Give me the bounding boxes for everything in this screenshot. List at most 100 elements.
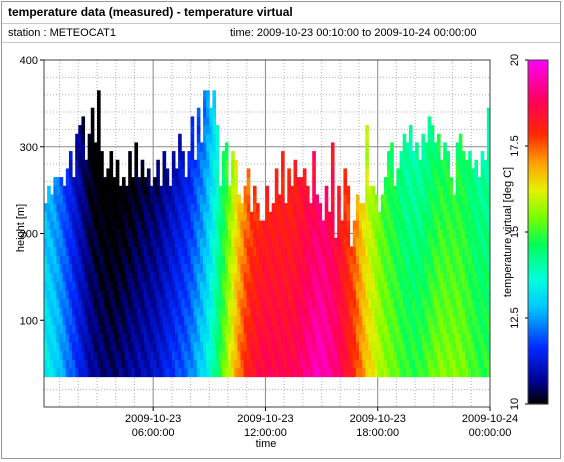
heatmap-cell: [187, 367, 192, 378]
colorbar-segment: [528, 151, 548, 156]
heatmap-cell: [121, 359, 126, 369]
heatmap-cell: [368, 350, 372, 360]
heatmap-cell: [359, 229, 363, 239]
heatmap-cell: [168, 341, 173, 352]
heatmap-cell: [246, 177, 251, 187]
heatmap-cell: [84, 272, 89, 282]
heatmap-cell: [203, 367, 207, 378]
heatmap-cell: [193, 289, 198, 300]
heatmap-cell: [59, 324, 64, 334]
heatmap-cell: [318, 203, 323, 213]
heatmap-cell: [324, 203, 329, 213]
heatmap-cell: [343, 272, 348, 282]
heatmap-cell: [262, 220, 266, 230]
heatmap-cell: [480, 159, 485, 169]
heatmap-cell: [299, 237, 304, 248]
heatmap-cell: [150, 289, 154, 300]
heatmap-cell: [271, 220, 276, 230]
colorbar-segment: [528, 346, 548, 351]
heatmap-cell: [455, 211, 460, 221]
heatmap-cell: [87, 220, 92, 230]
colorbar-segment: [528, 68, 548, 73]
heatmap-cell: [412, 367, 416, 378]
heatmap-cell: [518, 203, 522, 212]
heatmap-cell: [412, 272, 416, 282]
heatmap-cell: [50, 289, 54, 300]
info-bar: station : METEOCAT1 time: 2009-10-23 00:…: [2, 24, 560, 43]
heatmap-cell: [430, 177, 435, 187]
heatmap-cell: [374, 220, 379, 230]
heatmap-cell: [221, 272, 226, 282]
heatmap-cell: [209, 194, 213, 204]
heatmap-cell: [287, 367, 291, 378]
heatmap-cell: [302, 333, 307, 343]
heatmap-cell: [59, 298, 64, 308]
heatmap-cell: [137, 203, 142, 213]
heatmap-cell: [93, 324, 98, 334]
heatmap-cell: [171, 272, 176, 282]
heatmap-cell: [461, 194, 466, 204]
heatmap-cell: [125, 194, 129, 204]
heatmap-cell: [109, 263, 114, 274]
heatmap-cell: [65, 289, 70, 300]
heatmap-cell: [290, 333, 295, 343]
heatmap-cell: [436, 263, 441, 274]
heatmap-cell: [433, 229, 438, 239]
heatmap-cell: [215, 324, 220, 334]
heatmap-cell: [87, 359, 92, 369]
heatmap-cell: [371, 289, 376, 300]
heatmap-cell: [150, 203, 154, 213]
heatmap-cell: [443, 229, 447, 239]
heatmap-cell: [206, 229, 210, 239]
heatmap-cell: [490, 316, 494, 325]
heatmap-cell: [427, 263, 432, 274]
heatmap-cell: [212, 272, 217, 282]
heatmap-cell: [87, 298, 92, 308]
heatmap-cell: [312, 237, 316, 248]
heatmap-cell: [231, 246, 235, 256]
heatmap-cell: [224, 263, 229, 274]
heatmap-cell: [440, 289, 444, 300]
heatmap-cell: [115, 281, 120, 291]
heatmap-cell: [97, 246, 101, 256]
heatmap-cell: [134, 272, 139, 282]
heatmap-cell: [396, 333, 401, 343]
heatmap-cell: [393, 255, 397, 265]
heatmap-cell: [290, 203, 295, 213]
y-tick-label: 200: [20, 229, 38, 241]
heatmap-cell: [271, 307, 276, 317]
heatmap-cell: [477, 255, 482, 265]
heatmap-cell: [365, 159, 369, 169]
heatmap-cell: [243, 324, 248, 334]
heatmap-cell: [380, 341, 385, 352]
heatmap-cell: [362, 220, 366, 230]
heatmap-cell: [268, 211, 273, 221]
heatmap-cell: [436, 159, 441, 169]
heatmap-cell: [387, 229, 391, 239]
heatmap-cell: [455, 367, 460, 378]
heatmap-cell: [78, 324, 82, 334]
heatmap-cell: [228, 367, 232, 378]
heatmap-cell: [474, 298, 479, 308]
heatmap-cell: [156, 359, 160, 369]
heatmap-cell: [490, 177, 494, 186]
heatmap-cell: [368, 281, 372, 291]
heatmap-cell: [337, 246, 341, 256]
heatmap-cell: [252, 341, 257, 352]
heatmap-cell: [355, 359, 360, 369]
heatmap-cell: [121, 281, 126, 291]
heatmap-cell: [134, 341, 139, 352]
heatmap-cell: [118, 315, 123, 326]
heatmap-cell: [518, 351, 522, 360]
heatmap-cell: [137, 289, 142, 300]
heatmap-cell: [81, 185, 86, 195]
heatmap-cell: [424, 281, 429, 291]
heatmap-cell: [81, 289, 86, 300]
heatmap-cell: [78, 246, 82, 256]
heatmap-cell: [421, 350, 426, 360]
heatmap-cell: [240, 281, 245, 291]
colorbar-segment: [528, 220, 548, 224]
heatmap-cell: [121, 220, 126, 230]
x-tick-label-time: 06:00:00: [132, 427, 175, 439]
heatmap-cell: [433, 246, 438, 256]
